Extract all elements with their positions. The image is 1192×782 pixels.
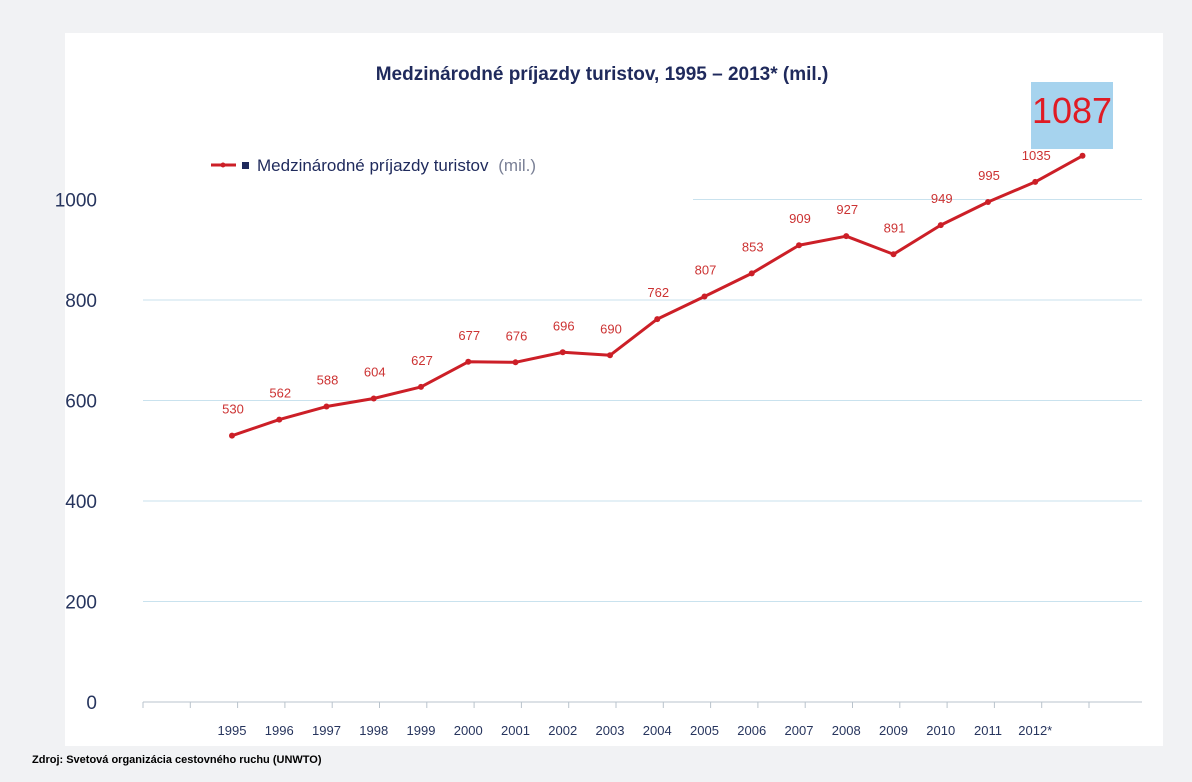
data-label-1995: 530 [222,402,244,417]
data-label-2011: 995 [978,168,1000,183]
data-point-1996 [276,416,283,423]
x-tick-label-2010: 2010 [926,723,955,738]
y-axis-ticks: 0 200 400 600 800 1000 [55,191,97,715]
data-label-2012: 1035 [1022,148,1051,163]
data-point-2000 [465,358,472,365]
x-tick-label-2005: 2005 [690,723,719,738]
x-tick-label-1998: 1998 [359,723,388,738]
data-point-2008 [843,233,850,240]
legend-series-name: Medzinárodné príjazdy turistov [257,156,489,175]
data-label-1999: 627 [411,353,433,368]
data-point-2005 [701,293,708,300]
data-point-2002 [559,349,566,356]
x-tick-label-2006: 2006 [737,723,766,738]
x-tick-label-2007: 2007 [785,723,814,738]
chart-title: Medzinárodné príjazdy turistov, 1995 – 2… [376,64,829,85]
data-label-1997: 588 [317,373,339,388]
source-note: Zdroj: Svetová organizácia cestovného ru… [32,754,322,766]
data-label-2009: 891 [884,220,906,235]
data-point-2006 [748,270,755,277]
data-point-2007 [796,242,802,249]
legend-square-icon [242,162,249,169]
y-tick-label-0: 0 [86,693,97,714]
x-tick-label-1999: 1999 [407,723,436,738]
data-labels: 530 562 588 604 627 677 676 696 690 762 807 853 909 9… [222,148,1051,417]
data-point-1995 [229,432,235,439]
highlight-value: 1087 [1031,90,1113,131]
data-label-2002: 696 [553,318,575,333]
data-point-1998 [370,395,377,402]
x-tick-label-1997: 1997 [312,723,341,738]
x-tick-label-2000: 2000 [454,723,483,738]
y-tick-label-400: 400 [65,492,97,513]
data-point-2003 [607,352,613,359]
x-tick-label-1996: 1996 [265,723,294,738]
gridlines [143,199,1142,703]
data-point-2004 [654,316,661,323]
highlight-badge [1031,82,1113,149]
data-label-2006: 853 [742,239,764,254]
x-tick-label-2001: 2001 [501,723,530,738]
legend-unit: (mil.) [498,156,536,175]
data-point-last [1079,152,1086,159]
data-point-2001 [512,359,519,366]
x-tick-label-2003: 2003 [596,723,625,738]
data-label-2000: 677 [458,328,480,343]
y-tick-label-1000: 1000 [55,191,97,212]
data-label-2001: 676 [506,328,528,343]
legend: Medzinárodné príjazdy turistov (mil.) [211,156,536,175]
chart-panel [65,33,1163,746]
data-label-2010: 949 [931,191,953,206]
data-label-2007: 909 [789,211,811,226]
x-axis-ticks: 1995 1996 1997 1998 1999 2000 2001 2002 2003 2004… [142,702,1090,738]
data-label-2003: 690 [600,321,622,336]
data-label-2004: 762 [647,285,669,300]
data-point-2010 [937,222,944,229]
data-label-2008: 927 [836,202,858,217]
x-tick-label-2012: 2012* [1018,723,1052,738]
x-tick-label-2011: 2011 [974,723,1002,738]
data-point-2009 [890,251,897,258]
y-tick-label-800: 800 [65,291,97,312]
data-label-1996: 562 [269,386,291,401]
y-tick-label-600: 600 [65,392,97,413]
y-tick-label-200: 200 [65,593,97,614]
x-tick-label-1995: 1995 [218,723,247,738]
legend-marker [220,162,226,168]
x-tick-label-2008: 2008 [832,723,861,738]
data-point-1999 [418,383,424,390]
svg-text:Medzinárodné príjazdy turistov: Medzinárodné príjazdy turistov (mil.) [257,156,536,175]
data-label-1998: 604 [364,364,386,379]
x-tick-label-2009: 2009 [879,723,908,738]
x-tick-label-2002: 2002 [548,723,577,738]
x-tick-label-2004: 2004 [643,723,672,738]
data-point-2012* [1032,178,1039,185]
data-label-2005: 807 [695,262,717,277]
series [229,152,1086,439]
data-point-2011 [985,199,991,206]
data-point-1997 [323,403,330,410]
